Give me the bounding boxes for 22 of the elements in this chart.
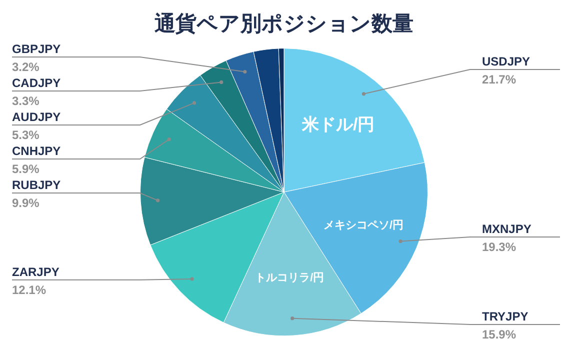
slice-label: GBPJPY [12,42,61,56]
data-label: 12.1% [12,282,46,297]
data-label: 19.3% [482,240,516,254]
data-label: 5.9% [12,162,40,176]
slice-label: ZARJPY [12,264,60,279]
data-label: 5.3% [12,128,40,142]
data-label: 21.7% [482,72,516,86]
text: メキシコペソ/円 [323,220,404,232]
data-label: 3.2% [12,60,40,74]
data-label: 3.3% [12,94,40,108]
slice-label: TRYJPY [482,310,528,324]
chart-title: 通貨ペア別ポジション数量 [154,12,414,36]
slice-label: CNHJPY [12,144,61,158]
data-label: 15.9% [482,328,516,342]
text: 米ドル/円 [302,114,375,134]
slice-label: AUDJPY [12,110,61,124]
slice-label: MXNJPY [482,222,532,236]
slice-label: CADJPY [12,76,61,90]
slice-label: RUBJPY [12,178,61,192]
text: トルコリラ/円 [255,272,324,284]
slice-label: USDJPY [482,54,530,68]
data-label: 9.9% [12,196,40,210]
